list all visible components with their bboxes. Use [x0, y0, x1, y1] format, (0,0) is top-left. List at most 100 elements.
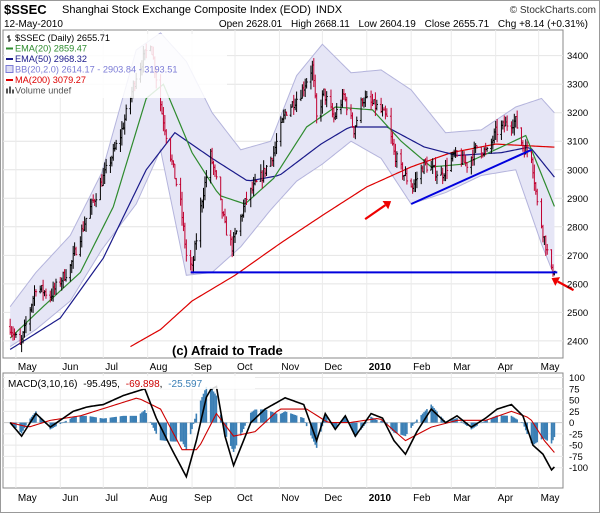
x-tick-label: Nov — [281, 362, 299, 373]
macd-hist-bar — [461, 422, 464, 424]
price-bar — [275, 133, 278, 155]
macd-hist-bar — [294, 414, 296, 423]
legend-label: EMA(20) 2859.47 — [15, 44, 87, 54]
macd-hist-bar — [191, 422, 193, 430]
price-bar — [54, 278, 58, 296]
price-bar — [425, 156, 429, 173]
macd-tick-label: 50 — [569, 396, 580, 407]
macd-hist-bar — [82, 415, 85, 423]
price-bar — [375, 99, 379, 111]
macd-tick-label: -50 — [569, 441, 583, 452]
macd-hist-bar — [109, 417, 112, 423]
x-tick-label: 2010 — [369, 362, 392, 373]
macd-hist-bar — [172, 422, 175, 442]
price-bar — [465, 162, 469, 173]
ema20-line — [9, 83, 555, 339]
macd-hist-bar — [195, 413, 198, 423]
high-label: High — [291, 19, 312, 30]
macd-x-tick-label: Aug — [150, 493, 168, 504]
macd-hist-bar — [430, 404, 433, 423]
close-value: 2655.71 — [453, 19, 490, 30]
macd-hist-bar — [139, 413, 142, 423]
macd-hist-bar — [393, 422, 395, 433]
price-bar — [104, 158, 108, 174]
macd-hist-bar — [122, 415, 125, 423]
macd-hist-bar — [350, 422, 352, 428]
price-bar — [185, 239, 188, 262]
legend-label: MA(200) 3079.27 — [15, 75, 86, 85]
macd-legend-signal: -69.898 — [126, 379, 160, 390]
price-bar — [485, 146, 489, 152]
macd-hist-bar — [212, 391, 215, 423]
x-tick-label: Sep — [194, 362, 212, 373]
macd-x-tick-label: 2010 — [369, 493, 392, 504]
open-value: 2628.01 — [246, 19, 283, 30]
price-bar — [84, 217, 88, 232]
macd-hist-bar — [483, 421, 486, 423]
macd-hist-bar — [503, 415, 506, 423]
macd-hist-bar — [460, 421, 463, 423]
macd-hist-bar — [182, 422, 185, 445]
x-tick-label: Jul — [105, 362, 118, 373]
macd-panel-frame — [2, 372, 564, 489]
macd-hist-bar — [143, 410, 146, 423]
price-bar — [455, 150, 459, 158]
macd-hist-bar — [315, 422, 318, 448]
macd-hist-bar — [23, 422, 26, 429]
macd-hist-bar — [470, 422, 473, 430]
macd-hist-bar — [540, 422, 543, 440]
macd-hist-bar — [69, 418, 72, 423]
macd-hist-bar — [101, 418, 103, 423]
price-bar — [205, 170, 208, 188]
macd-hist-bar — [149, 421, 152, 423]
macd-hist-bar — [121, 416, 123, 423]
price-bar — [215, 170, 218, 180]
price-bar — [385, 108, 389, 117]
macd-hist-bar — [520, 422, 523, 423]
macd-hist-bar — [231, 422, 233, 449]
macd-hist-bar — [506, 415, 508, 423]
header-symbol: $SSEC — [4, 2, 47, 17]
price-bar — [44, 288, 48, 299]
macd-hist-bar — [492, 417, 494, 423]
price-bar — [305, 78, 308, 89]
macd-hist-bar — [545, 422, 547, 440]
macd-hist-bar — [280, 413, 282, 423]
macd-hist-bar — [171, 422, 173, 442]
open-label: Open — [219, 19, 243, 30]
macd-hist-bar — [225, 422, 228, 437]
legend-label: EMA(50) 2968.32 — [15, 54, 87, 64]
macd-hist-bar — [79, 415, 82, 423]
macd-hist-bar — [35, 411, 37, 423]
macd-hist-bar — [72, 417, 74, 423]
macd-hist-bar — [65, 420, 67, 423]
macd-tick-label: 75 — [569, 384, 580, 395]
macd-hist-bar — [424, 410, 427, 423]
macd-hist-bar — [532, 422, 534, 446]
macd-hist-bar — [152, 422, 155, 428]
macd-hist-bar — [420, 415, 423, 423]
macd-hist-bar — [20, 422, 23, 434]
macd-legend-backdrop — [5, 376, 255, 389]
price-tick-label: 2400 — [567, 336, 588, 347]
price-tick-label: 2700 — [567, 251, 588, 262]
legend-backdrop — [5, 34, 227, 98]
macd-hist-bar — [351, 422, 354, 431]
macd-hist-bar — [301, 417, 304, 423]
macd-hist-bar — [179, 422, 182, 442]
macd-tick-label: 100 — [569, 373, 585, 384]
macd-legend-macd: -95.495 — [83, 379, 117, 390]
macd-hist-bar — [229, 422, 232, 446]
macd-hist-bar — [155, 422, 158, 434]
header-exchange: INDX — [316, 4, 343, 16]
macd-hist-bar — [341, 419, 344, 423]
macd-tick-label: -75 — [569, 452, 583, 463]
macd-hist-bar — [241, 422, 243, 433]
macd-hist-bar — [205, 386, 208, 423]
macd-hist-bar — [401, 422, 404, 436]
macd-hist-bar — [365, 422, 368, 423]
macd-hist-bar — [553, 422, 556, 438]
legend-entry: MA(200) 3079.27 — [6, 75, 86, 85]
